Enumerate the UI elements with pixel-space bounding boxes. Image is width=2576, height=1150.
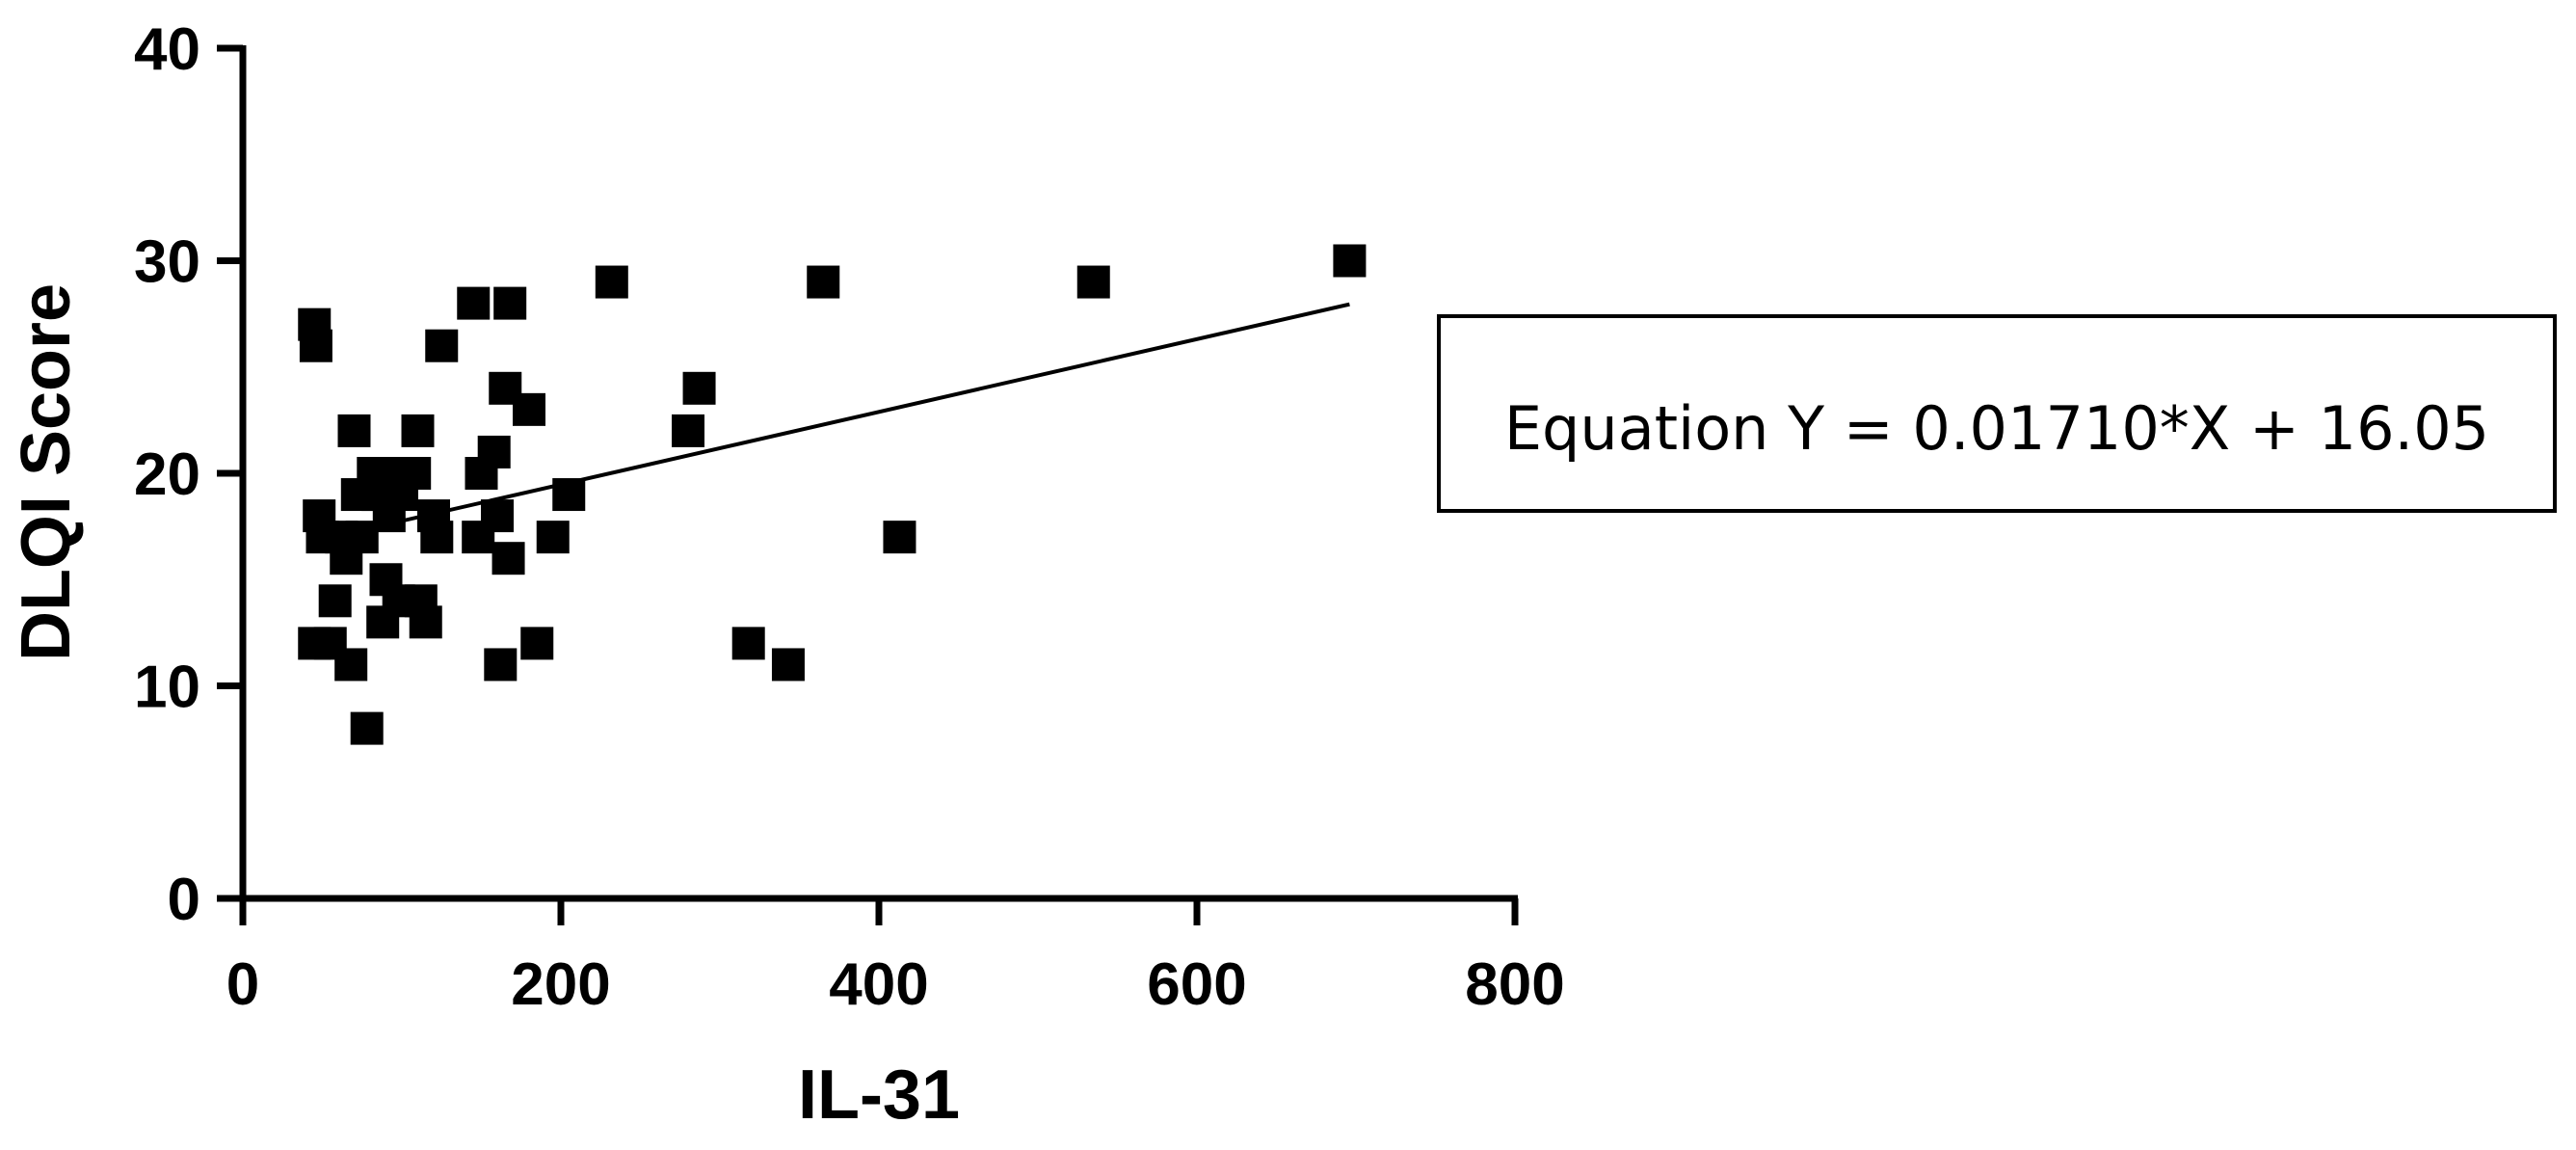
x-tick-label: 0	[226, 951, 259, 1018]
y-tick-label: 30	[134, 229, 200, 296]
data-point	[883, 521, 916, 554]
data-point	[481, 499, 514, 533]
data-point	[807, 265, 840, 299]
data-point	[318, 584, 352, 618]
data-point	[350, 711, 384, 745]
data-point	[484, 648, 518, 682]
regression-line-group	[313, 302, 1350, 544]
y-tick-label: 40	[134, 16, 200, 83]
data-point	[513, 392, 545, 426]
y-axis-title: DLQI Score	[8, 283, 85, 661]
data-point	[672, 414, 704, 447]
x-tick-label: 600	[1147, 951, 1246, 1018]
x-tick-label: 200	[511, 951, 610, 1018]
equation-box-border	[1437, 314, 2557, 513]
data-point	[731, 627, 765, 660]
data-point	[457, 286, 491, 320]
data-point	[520, 627, 554, 660]
data-point	[771, 648, 805, 682]
data-point	[682, 371, 716, 405]
data-point	[536, 521, 570, 554]
data-point	[420, 521, 454, 554]
data-point	[477, 435, 511, 468]
y-tick-label: 10	[134, 655, 200, 721]
data-points	[298, 244, 1367, 745]
axes	[239, 45, 1518, 902]
data-point	[401, 414, 435, 447]
data-point	[552, 478, 586, 512]
x-tick-label: 800	[1465, 951, 1564, 1018]
equation-text: Equation Y = 0.01710*X + 16.05	[1504, 393, 2489, 464]
data-point	[398, 457, 432, 490]
data-point	[493, 286, 527, 320]
x-ticks: 0 200 400 600 800	[226, 898, 1565, 1018]
y-tick-label: 20	[134, 441, 200, 508]
regression-line	[313, 302, 1350, 544]
x-axis-title: IL-31	[798, 1056, 960, 1134]
data-point	[491, 542, 525, 575]
data-point	[337, 414, 371, 447]
data-point	[1076, 265, 1110, 299]
equation-box: Equation Y = 0.01710*X + 16.05	[1437, 314, 2557, 513]
data-point	[1333, 244, 1367, 278]
data-point	[425, 329, 459, 362]
data-point	[595, 265, 628, 299]
data-point	[299, 329, 332, 362]
data-point	[334, 648, 368, 682]
x-tick-label: 400	[829, 951, 928, 1018]
y-ticks: 0 10 20 30 40	[134, 16, 243, 933]
data-point	[409, 605, 442, 639]
y-tick-label: 0	[168, 867, 200, 933]
